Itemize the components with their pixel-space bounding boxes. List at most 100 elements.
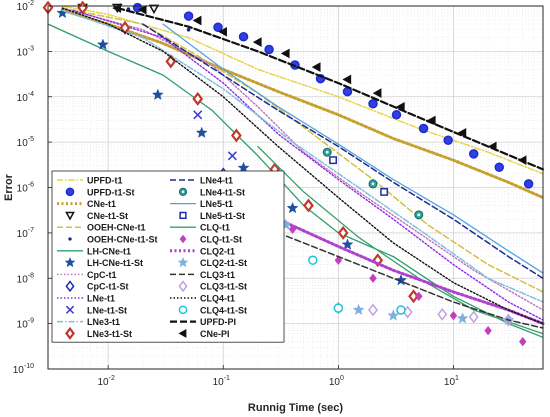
legend-label: LNe5-t1-St (200, 211, 245, 221)
legend-label: LNe5-t1 (200, 199, 233, 209)
legend-marker (178, 187, 188, 196)
data-point (468, 149, 479, 159)
data-point (468, 310, 479, 324)
data-point (457, 128, 467, 138)
y-tick-label: 10-7 (17, 227, 34, 240)
legend-item: UPFD-t1 (57, 176, 123, 186)
series-18 (257, 145, 544, 335)
legend-label: CLQ3-t1-St (200, 282, 247, 292)
series-16 (162, 23, 544, 274)
legend-marker (64, 256, 76, 268)
data-point (369, 273, 377, 283)
data-point (391, 110, 402, 120)
series-line (257, 145, 544, 335)
legend-label: CpC-t1-St (87, 282, 129, 292)
data-point (395, 101, 405, 112)
legend-label: UPFD-PI (200, 317, 236, 327)
legend-label: LH-CNe-t1 (87, 246, 131, 256)
marker-stroke (65, 305, 75, 314)
legend-marker (65, 211, 75, 221)
legend-label: LNe3-t1 (87, 317, 120, 327)
legend-marker (178, 280, 188, 293)
legend-item: LNe4-t1 (170, 176, 233, 186)
data-point (303, 198, 314, 213)
data-point (230, 128, 242, 143)
legend-label: LNe-t1 (87, 294, 115, 304)
legend-label: CLQ-t1 (200, 223, 230, 233)
series-line (61, 7, 544, 325)
legend-item: CLQ-t1-St (179, 234, 242, 245)
series-11 (193, 110, 237, 161)
series-layer (42, 0, 545, 347)
legend-item: CLQ4-t1 (170, 294, 235, 304)
legend-marker (68, 237, 72, 241)
data-point (195, 126, 208, 138)
series-line (61, 7, 544, 293)
legend-label: CLQ2-t1-St (200, 258, 247, 268)
series-17 (329, 156, 389, 196)
data-point (368, 303, 378, 317)
marker-stroke (227, 151, 237, 161)
series-line (60, 8, 545, 200)
legend-label: CNe-PI (200, 329, 230, 339)
legend-item: LNe4-t1-St (178, 187, 245, 197)
series-line (61, 5, 544, 175)
y-tick-label: 10-9 (17, 318, 34, 331)
legend-item: LNe3-t1 (57, 317, 120, 327)
legend-item: UPFD-t1-St (65, 187, 135, 197)
data-point (415, 291, 423, 301)
series-22 (277, 232, 544, 329)
y-tick-label: 10-4 (17, 91, 34, 104)
legend-marker (177, 256, 189, 268)
series-4 (61, 7, 544, 293)
data-point (484, 326, 492, 336)
series-5 (126, 7, 191, 32)
data-point (192, 91, 204, 106)
data-point (443, 135, 453, 145)
legend-item: CLQ2-t1 (170, 246, 235, 256)
data-point (341, 238, 354, 250)
series-line (61, 7, 544, 311)
data-point (519, 337, 527, 347)
y-tick-label: 10-5 (17, 136, 34, 149)
legend-marker (179, 234, 187, 244)
series-14 (142, 23, 544, 280)
legend-item: LNe-t1-St (65, 305, 127, 315)
legend-item: CNe-t1 (57, 199, 116, 209)
legend-item: CLQ2-t1-St (177, 256, 247, 268)
y-tick-label: 10-10 (13, 363, 34, 376)
data-point (437, 307, 448, 321)
data-point (186, 27, 191, 32)
data-point (137, 4, 147, 15)
x-tick-label: 101 (444, 375, 459, 388)
legend-box (51, 170, 285, 343)
legend-item: CNe-PI (178, 329, 230, 339)
marker-center (325, 150, 329, 154)
legend-item: LH-CNe-t1 (57, 246, 131, 256)
data-point (368, 179, 378, 189)
series-line (142, 23, 544, 280)
data-point (193, 110, 203, 120)
data-point (414, 210, 424, 220)
series-line (61, 9, 544, 303)
data-point (396, 305, 406, 315)
legend-label: CLQ4-t1 (200, 294, 235, 304)
data-point (418, 123, 429, 134)
y-tick-label: 10-2 (17, 0, 34, 13)
series-24 (61, 7, 544, 325)
series-21 (279, 218, 515, 326)
data-point (148, 4, 160, 15)
legend-marker (65, 280, 75, 293)
legend-label: CLQ4-t1-St (200, 305, 247, 315)
legend-marker (178, 305, 188, 315)
legend-item: CLQ3-t1 (170, 270, 235, 280)
legend-item: CLQ3-t1-St (178, 280, 247, 293)
legend-marker (65, 326, 75, 340)
legend-label: CNe-t1 (87, 199, 116, 209)
x-tick-label: 100 (329, 375, 344, 388)
data-point (426, 115, 436, 126)
legend-label: CLQ-t1-St (200, 235, 242, 245)
series-line (72, 9, 544, 321)
data-point (334, 255, 343, 265)
data-point (213, 22, 223, 33)
